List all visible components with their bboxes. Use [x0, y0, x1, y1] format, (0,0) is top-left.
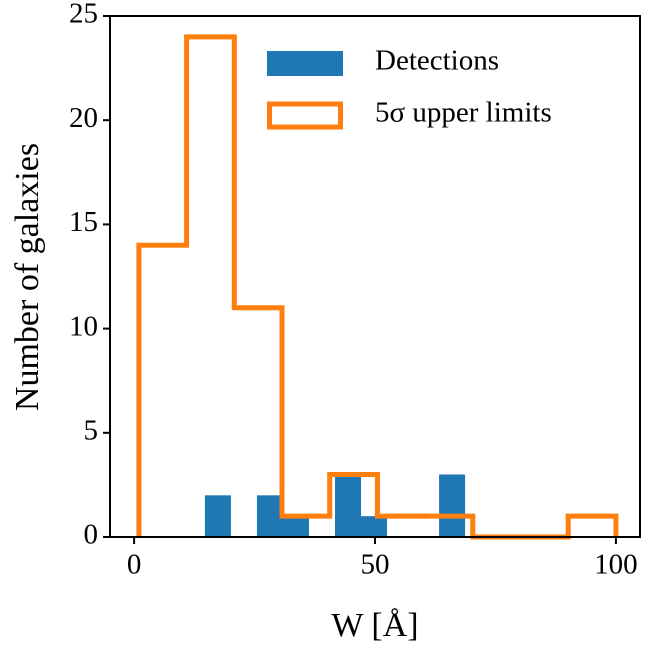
bar — [204, 495, 231, 537]
plot-frame — [109, 15, 641, 538]
bar — [256, 495, 283, 537]
x-tick-label: 0 — [127, 549, 142, 581]
bar — [361, 516, 388, 537]
y-tick-label: 0 — [84, 519, 99, 551]
bar — [335, 474, 362, 537]
y-tick-label: 25 — [69, 0, 98, 30]
bar — [439, 474, 466, 537]
legend-label: Detections — [375, 45, 499, 77]
y-axis-label: Number of galaxies — [9, 143, 46, 411]
y-tick-label: 20 — [69, 102, 98, 134]
legend-swatch — [267, 101, 343, 130]
bar — [282, 516, 309, 537]
y-tick-label: 5 — [84, 414, 99, 446]
x-tick-label: 100 — [594, 549, 638, 581]
legend-swatch — [267, 51, 343, 76]
y-tick-label: 15 — [69, 206, 98, 238]
y-tick-label: 10 — [69, 310, 98, 342]
legend-label: 5σ upper limits — [375, 97, 552, 129]
x-tick-label: 50 — [361, 549, 390, 581]
x-axis-label: W [Å] — [331, 607, 418, 643]
